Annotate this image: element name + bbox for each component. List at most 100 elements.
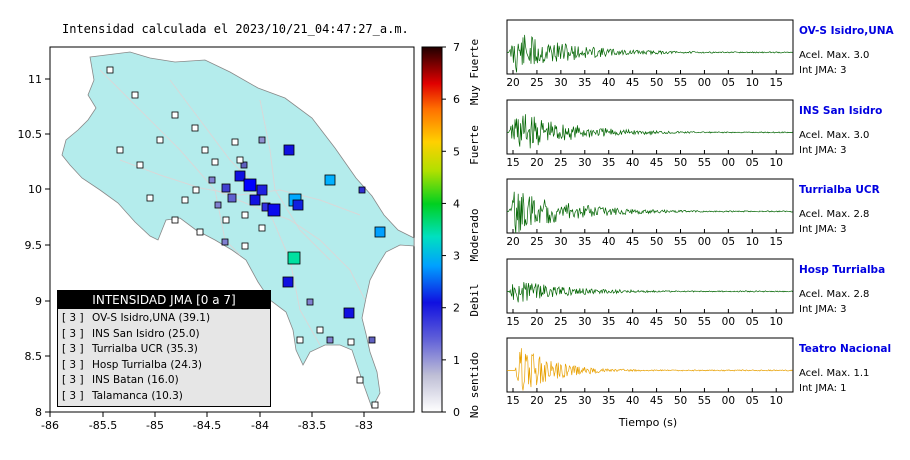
station-marker: [316, 326, 324, 334]
station-marker: [231, 138, 239, 146]
station-marker: [371, 401, 379, 409]
time-tick-label: 05: [722, 77, 735, 89]
time-tick-label: 30: [578, 395, 591, 407]
waveform-frame: [506, 337, 794, 393]
station-marker: [292, 199, 304, 211]
station-marker: [221, 183, 231, 193]
time-tick-label: 35: [578, 236, 591, 248]
legend-row: [ 3 ] INS Batan (16.0): [58, 373, 270, 389]
legend-station: Hosp Turrialba (24.3): [92, 358, 202, 371]
station-marker: [287, 251, 301, 265]
time-tick-label: 25: [554, 395, 567, 407]
station-name: Hosp Turrialba: [799, 264, 885, 276]
station-marker: [214, 201, 222, 209]
legend-intensity: [ 3 ]: [62, 312, 84, 324]
time-tick-label: 20: [506, 236, 519, 248]
time-tick-label: 20: [530, 157, 543, 169]
y-tick-label: 8: [35, 406, 42, 419]
station-marker: [181, 196, 189, 204]
station-marker: [258, 136, 266, 144]
station-marker: [241, 211, 249, 219]
time-tick-label: 30: [554, 236, 567, 248]
time-tick-label: 55: [674, 236, 687, 248]
time-tick-label: 45: [650, 395, 663, 407]
colorbar-category-label: Debil: [468, 283, 481, 316]
station-marker: [324, 174, 336, 186]
time-tick-label: 35: [602, 316, 615, 328]
time-tick-label: 35: [602, 157, 615, 169]
colorbar-tick-label: 6: [453, 93, 460, 106]
colorbar-tick-label: 0: [453, 406, 460, 419]
time-tick-label: 45: [650, 157, 663, 169]
waveform-panel: 15 20 25 30 35 40 45 50 55 00 05 10 Teatro Nacional A…: [506, 337, 891, 407]
y-tick-label: 11: [28, 73, 42, 86]
time-tick-label: 40: [626, 316, 639, 328]
station-marker: [196, 228, 204, 236]
waveform-panels: 20 25 30 35 40 45 50 55 00 05 10 15 OV-S Isidro,UNA A…: [506, 19, 895, 407]
colorbar-tick-label: 7: [453, 41, 460, 54]
colorbar-ticks: 7 6 5 4 3 2 1 0: [442, 41, 460, 419]
legend-station: INS San Isidro (25.0): [92, 327, 200, 340]
waveform-frame: [506, 258, 794, 314]
time-tick-label: 40: [626, 157, 639, 169]
waveform-panel: 15 20 25 30 35 40 45 50 55 00 05 10 Hosp Turrialba Ac…: [506, 258, 885, 328]
station-marker: [356, 376, 364, 384]
legend-row: [ 3 ] Talamanca (10.3): [58, 389, 270, 405]
waveform-trace: [507, 114, 793, 149]
time-tick-label: 00: [722, 395, 735, 407]
station-marker: [374, 226, 386, 238]
time-tick-label: 15: [506, 157, 519, 169]
max-acceleration: Acel. Max. 2.8: [799, 209, 869, 220]
time-tick-label: 30: [578, 157, 591, 169]
legend-station: OV-S Isidro,UNA (39.1): [92, 312, 211, 324]
jma-intensity: Int JMA: 1: [799, 383, 847, 394]
station-name: Turrialba UCR: [799, 184, 880, 196]
costa-rica-land: [61, 51, 415, 409]
station-name: OV-S Isidro,UNA: [799, 25, 895, 37]
waveform-frame: [506, 99, 794, 155]
station-marker: [171, 216, 179, 224]
intensity-legend: INTENSIDAD JMA [0 a 7] [ 3 ] OV-S Isidro,…: [57, 290, 271, 407]
time-tick-label: 35: [602, 395, 615, 407]
time-tick-label: 40: [626, 395, 639, 407]
y-tick-label: 10.5: [18, 128, 43, 141]
time-tick-label: 35: [578, 77, 591, 89]
time-tick-label: 25: [554, 157, 567, 169]
time-tick-label: 15: [770, 77, 783, 89]
waveform-panel: 20 25 30 35 40 45 50 55 00 05 10 15 OV-S Isidro,UNA A…: [506, 19, 895, 89]
waveform-panel: 20 25 30 35 40 45 50 55 00 05 10 15 Turrialba UCR Ace…: [506, 178, 880, 248]
x-tick-label: -85.5: [89, 419, 117, 432]
jma-intensity: Int JMA: 3: [799, 65, 847, 76]
time-tick-label: 25: [530, 77, 543, 89]
intensity-markers: [106, 66, 386, 409]
time-tick-label: 10: [770, 157, 783, 169]
time-tick-label: 15: [770, 236, 783, 248]
legend-intensity: [ 3 ]: [62, 327, 84, 340]
time-tick-label: 00: [722, 157, 735, 169]
jma-intensity: Int JMA: 3: [799, 224, 847, 235]
x-tick-label: -85: [146, 419, 164, 432]
station-marker: [136, 161, 144, 169]
time-tick-label: 55: [674, 77, 687, 89]
map-title: Intensidad calculada el 2023/10/21_04:47…: [62, 22, 409, 36]
waveform-frame: [506, 178, 794, 234]
time-tick-label: 00: [698, 77, 711, 89]
station-marker: [106, 66, 114, 74]
time-tick-label: 55: [698, 395, 711, 407]
max-acceleration: Acel. Max. 3.0: [799, 130, 869, 141]
station-marker: [243, 178, 257, 192]
jma-intensity: Int JMA: 3: [799, 145, 847, 156]
y-tick-label: 8.5: [25, 350, 43, 363]
time-tick-label: 20: [530, 316, 543, 328]
station-marker: [211, 158, 219, 166]
colorbar-tick-label: 3: [453, 250, 460, 263]
station-marker: [283, 144, 295, 156]
time-axis-label: Tiempo (s): [618, 416, 677, 429]
time-tick-label: 05: [722, 236, 735, 248]
station-marker: [191, 124, 199, 132]
time-tick-label: 55: [698, 316, 711, 328]
station-marker: [358, 186, 366, 194]
legend-station: INS Batan (16.0): [92, 374, 179, 386]
time-tick-label: 45: [626, 236, 639, 248]
